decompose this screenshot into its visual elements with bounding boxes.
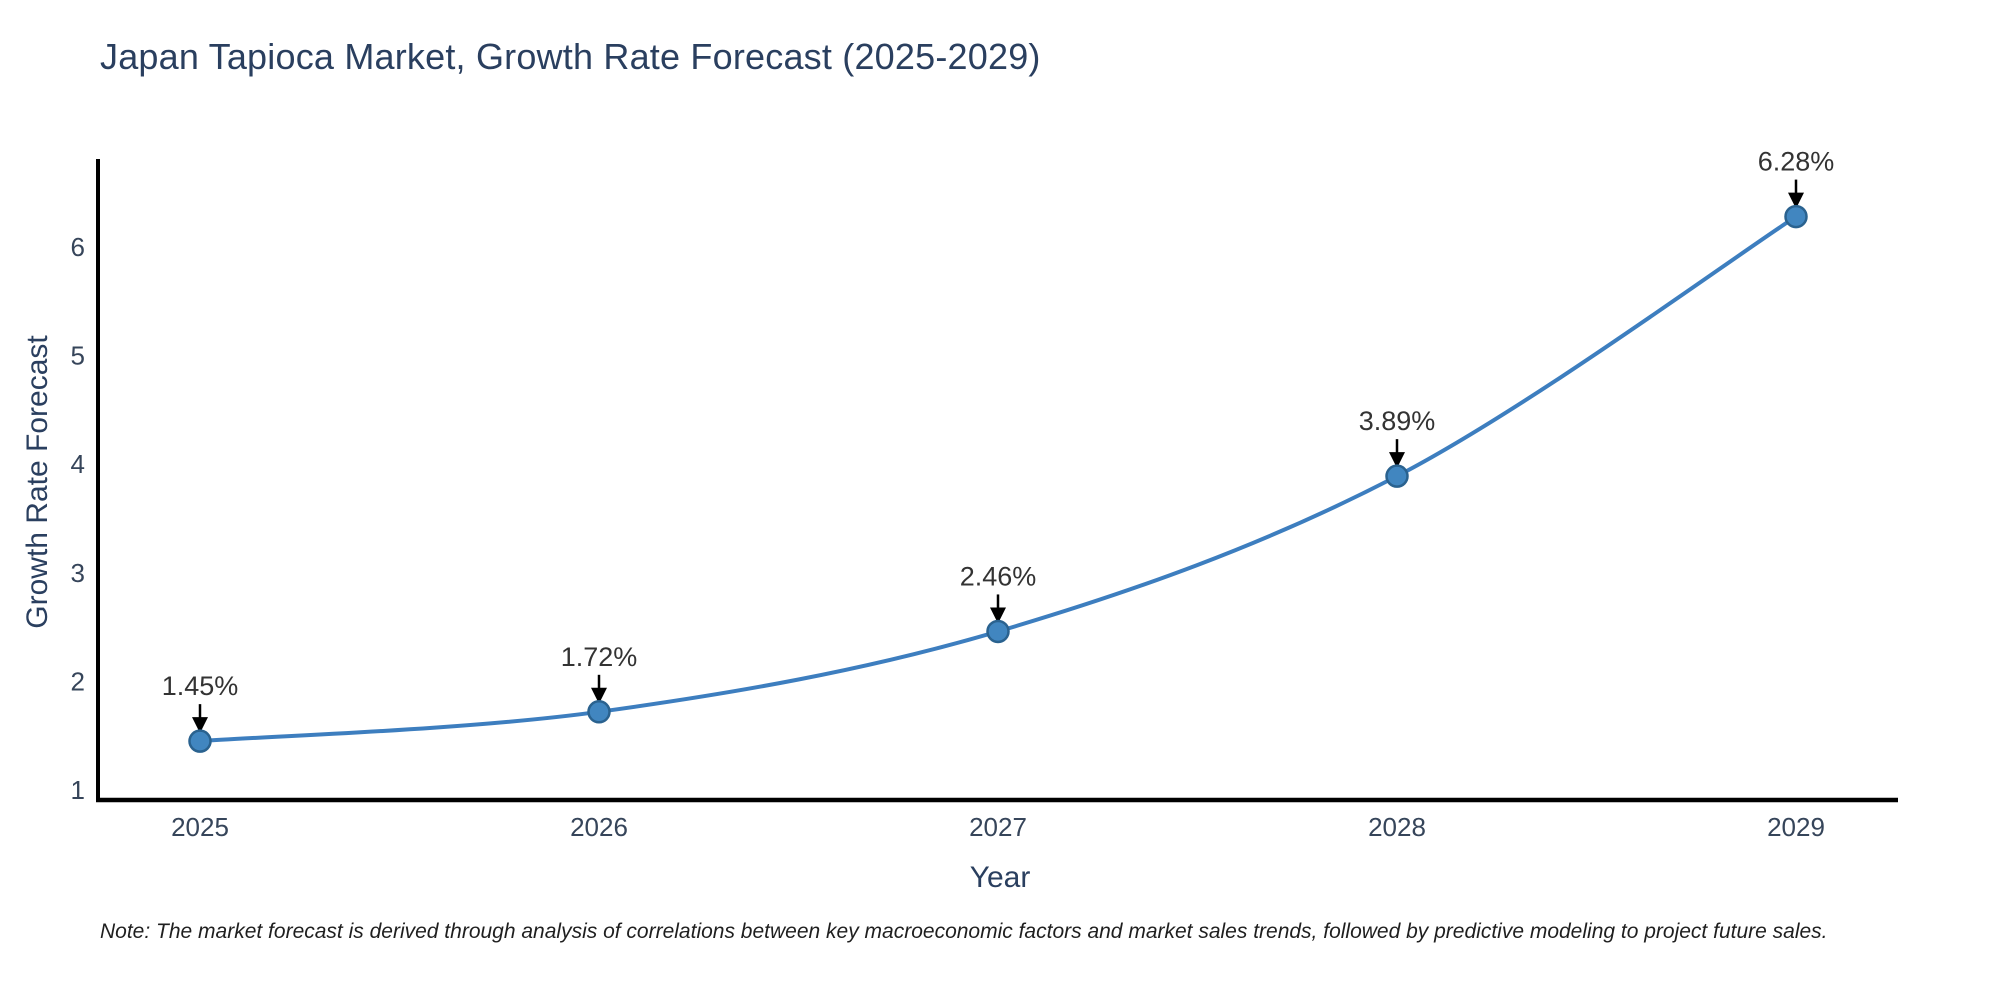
- data-point-2027: [986, 619, 1010, 644]
- y-tick-label: 1: [71, 775, 85, 805]
- chart-title: Japan Tapioca Market, Growth Rate Foreca…: [100, 36, 1041, 77]
- x-tick-label: 2026: [570, 812, 628, 842]
- y-tick-label: 2: [71, 666, 85, 696]
- point-annotation: 6.28%: [1758, 147, 1835, 177]
- x-tick-label: 2028: [1368, 812, 1426, 842]
- annotation-arrow-head: [591, 687, 607, 704]
- annotation-arrow-head: [1389, 452, 1405, 469]
- data-point-2029: [1784, 204, 1808, 229]
- y-axis-title: Growth Rate Forecast: [21, 335, 54, 629]
- y-tick-label: 5: [71, 341, 85, 371]
- point-annotation: 1.72%: [561, 642, 638, 672]
- y-tick-label: 4: [71, 449, 85, 479]
- point-annotation: 3.89%: [1359, 406, 1436, 436]
- y-tick-label: 6: [71, 232, 85, 262]
- annotation-arrow-head: [990, 607, 1006, 624]
- x-tick-label: 2029: [1767, 812, 1825, 842]
- x-axis-title: Year: [969, 861, 1031, 894]
- data-point-2028: [1385, 464, 1409, 488]
- data-point-2026: [587, 700, 611, 724]
- annotation-arrow-head: [192, 717, 208, 734]
- forecast-line-series: [198, 214, 1798, 744]
- footnote: Note: The market forecast is derived thr…: [100, 920, 1828, 943]
- point-annotation: 1.45%: [162, 671, 239, 701]
- data-point-2025: [188, 729, 212, 753]
- x-tick-label: 2025: [171, 812, 229, 842]
- x-tick-label: 2027: [969, 812, 1027, 842]
- annotation-arrow-head: [1788, 192, 1804, 209]
- y-tick-label: 3: [71, 558, 85, 588]
- point-annotation: 2.46%: [960, 561, 1037, 591]
